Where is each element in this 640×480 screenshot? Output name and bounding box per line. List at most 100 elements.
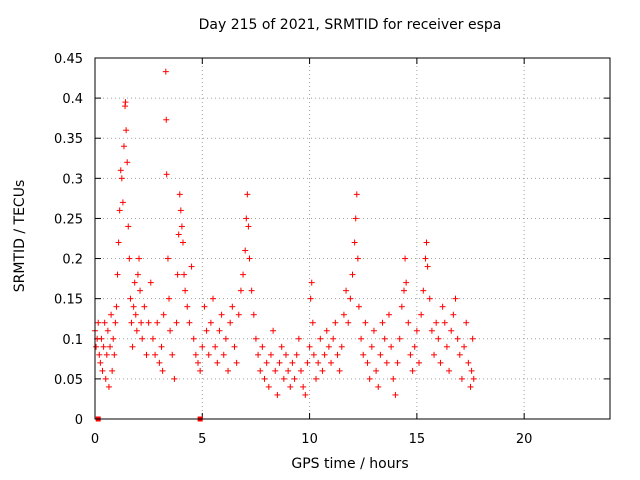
data-point <box>332 319 339 326</box>
data-point <box>463 319 470 326</box>
data-point <box>345 319 352 326</box>
data-point <box>158 343 165 350</box>
data-point <box>113 303 120 310</box>
data-point <box>411 343 418 350</box>
data-point <box>398 303 405 310</box>
data-point <box>116 207 123 214</box>
data-point <box>107 343 114 350</box>
plot-frame <box>94 57 611 420</box>
data-point <box>166 295 173 302</box>
data-point <box>274 391 281 398</box>
data-point <box>138 319 145 326</box>
data-point <box>118 175 125 182</box>
data-point <box>164 255 171 262</box>
data-point <box>347 295 354 302</box>
data-point <box>218 311 225 318</box>
data-point <box>323 327 330 334</box>
data-point <box>104 327 111 334</box>
data-point <box>354 255 361 262</box>
data-point <box>233 359 240 366</box>
data-point <box>212 343 219 350</box>
data-point <box>280 375 287 382</box>
data-point <box>467 383 474 390</box>
data-point <box>139 335 146 342</box>
data-point <box>304 359 311 366</box>
x-tick-label: 15 <box>409 432 426 447</box>
data-point <box>287 383 294 390</box>
y-tick-label: 0 <box>75 413 83 428</box>
data-point <box>255 351 262 358</box>
data-point <box>124 159 131 166</box>
data-point <box>352 215 359 222</box>
data-point <box>319 367 326 374</box>
data-point <box>405 319 412 326</box>
data-point <box>192 351 199 358</box>
data-point <box>174 271 181 278</box>
data-point <box>396 335 403 342</box>
data-point <box>351 239 358 246</box>
data-point <box>173 319 180 326</box>
data-point <box>403 279 410 286</box>
data-point <box>454 335 461 342</box>
y-tick-label: 0.15 <box>54 293 83 308</box>
data-point <box>248 287 255 294</box>
data-point <box>242 247 249 254</box>
data-point <box>325 343 332 350</box>
data-point <box>245 223 252 230</box>
data-point <box>108 311 115 318</box>
data-point <box>461 343 468 350</box>
x-tick-label: 20 <box>516 432 533 447</box>
data-point <box>407 351 414 358</box>
data-point <box>385 311 392 318</box>
data-point <box>261 375 268 382</box>
data-point <box>317 335 324 342</box>
data-point <box>364 359 371 366</box>
data-point <box>388 343 395 350</box>
data-point <box>96 351 103 358</box>
data-point <box>137 287 144 294</box>
data-point <box>278 343 285 350</box>
data-point <box>293 351 300 358</box>
data-point <box>289 359 296 366</box>
data-point <box>201 303 208 310</box>
data-point <box>105 383 112 390</box>
data-point <box>103 351 110 358</box>
grid-lines <box>95 58 610 419</box>
data-point <box>244 191 251 198</box>
y-tick-label: 0.4 <box>62 92 83 107</box>
data-point <box>225 367 232 374</box>
x-axis-label: GPS time / hours <box>291 456 409 472</box>
data-point <box>428 327 435 334</box>
data-point <box>443 343 450 350</box>
data-point <box>190 335 197 342</box>
data-point <box>227 319 234 326</box>
data-point <box>246 255 253 262</box>
data-point <box>95 319 102 326</box>
data-point <box>97 359 104 366</box>
data-point <box>109 367 116 374</box>
data-point <box>265 383 272 390</box>
data-point <box>426 295 433 302</box>
data-point <box>111 351 118 358</box>
data-point <box>100 343 107 350</box>
data-point <box>199 343 206 350</box>
x-tick-label: 5 <box>198 432 206 447</box>
data-point <box>310 351 317 358</box>
data-point <box>450 311 457 318</box>
data-point <box>424 263 431 270</box>
data-point <box>468 367 475 374</box>
data-point <box>250 311 257 318</box>
data-point <box>263 359 270 366</box>
data-point <box>355 303 362 310</box>
data-point <box>435 335 442 342</box>
data-point <box>229 303 236 310</box>
data-point <box>328 359 335 366</box>
data-point <box>349 271 356 278</box>
data-point <box>418 311 425 318</box>
data-point <box>465 359 472 366</box>
data-points <box>92 68 477 422</box>
data-point <box>383 359 390 366</box>
data-point <box>216 327 223 334</box>
x-tick-label: 10 <box>301 432 318 447</box>
data-point <box>441 319 448 326</box>
